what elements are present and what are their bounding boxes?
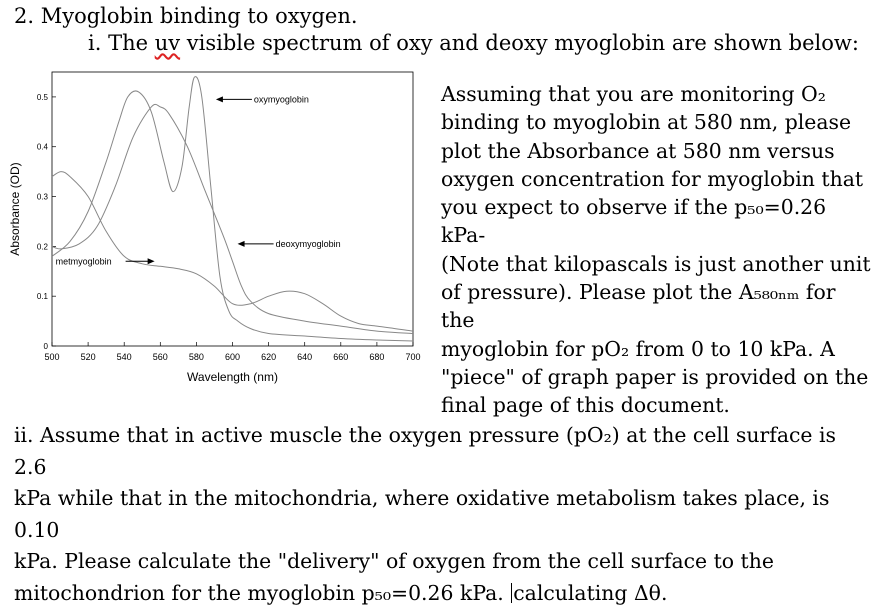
paragraph-text: calculating Δθ. [513,581,667,605]
paragraph-line-last: mitochondrion for the myoglobin p₅₀=0.26… [14,578,869,609]
x-axis-label: Wavelength (nm) [187,370,278,384]
x-tick-label: 640 [297,352,312,362]
paragraph-line: kPa. Please calculate the "delivery" of … [14,546,869,578]
paragraph-line: final page of this document. [441,391,871,419]
question-part-i-text: Assuming that you are monitoring O₂ bind… [441,80,871,420]
x-tick-label: 620 [261,352,276,362]
question-title: 2. Myoglobin binding to oxygen. [14,4,358,28]
paragraph-line: you expect to observe if the p₅₀=0.26 kP… [441,193,871,250]
x-tick-label: 600 [225,352,240,362]
series-line-metmyoglobin [52,172,413,332]
x-tick-label: 580 [189,352,204,362]
annotation-arrowhead [216,96,223,102]
paragraph-line: "piece" of graph paper is provided on th… [441,363,871,391]
annotation-label: metmyoglobin [56,256,112,266]
paragraph-line: (Note that kilopascals is just another u… [441,250,871,278]
annotation-arrowhead [148,258,155,264]
subtitle-rest: visible spectrum of oxy and deoxy myoglo… [180,31,859,55]
x-tick-label: 520 [81,352,96,362]
paragraph-line: of pressure). Please plot the A₅₈₀ₙₘ for… [441,278,871,335]
annotation-label: oxymyoglobin [254,94,309,104]
spectrum-chart: 500 520 540 560 580 600 620 640 660 680 700 0 0.1 0.2… [0,60,440,400]
paragraph-line: Assuming that you are monitoring O₂ [441,80,871,108]
paragraph-text: mitochondrion for the myoglobin p₅₀=0.26… [14,581,504,605]
x-tick-label: 680 [369,352,384,362]
paragraph-line: binding to myoglobin at 580 nm, please [441,108,871,136]
x-tick-label: 700 [405,352,420,362]
series-line-deoxymyoglobin [52,104,413,333]
question-subtitle: i. The uv visible spectrum of oxy and de… [88,31,859,55]
annotation-arrowhead [238,241,245,247]
spellcheck-word: uv [155,31,180,55]
text-cursor [511,583,512,603]
x-tick-label: 540 [117,352,132,362]
paragraph-line: ii. Assume that in active muscle the oxy… [14,420,869,483]
annotation-label: deoxymyoglobin [276,239,341,249]
y-tick-label: 0.2 [37,242,49,251]
paragraph-line: myoglobin for pO₂ from 0 to 10 kPa. A [441,335,871,363]
question-part-ii-text: ii. Assume that in active muscle the oxy… [14,420,869,609]
y-tick-label: 0.3 [37,193,49,202]
x-tick-label: 660 [333,352,348,362]
y-tick-label: 0.1 [37,292,49,301]
spectrum-chart-svg: 500 520 540 560 580 600 620 640 660 680 700 0 0.1 0.2… [0,60,440,400]
paragraph-line: kPa while that in the mitochondria, wher… [14,483,869,546]
x-tick-label: 500 [44,352,59,362]
subtitle-prefix: i. The [88,31,155,55]
y-tick-label: 0 [44,342,49,351]
y-tick-label: 0.5 [37,93,49,102]
y-tick-label: 0.4 [37,143,49,152]
x-tick-label: 560 [153,352,168,362]
paragraph-line: oxygen concentration for myoglobin that [441,165,871,193]
y-axis-label: Absorbance (OD) [8,162,22,255]
paragraph-line: plot the Absorbance at 580 nm versus [441,137,871,165]
